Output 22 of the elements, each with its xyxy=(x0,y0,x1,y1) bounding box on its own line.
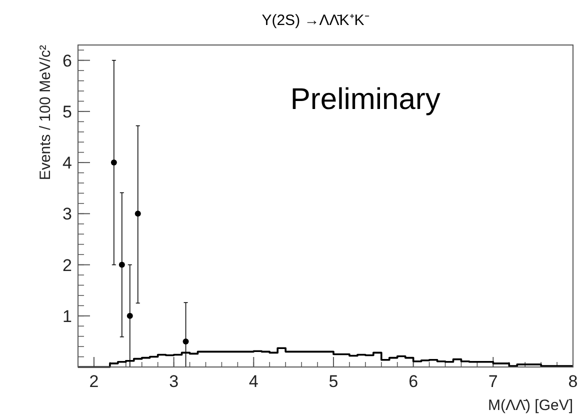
x-tick-label: 8 xyxy=(568,372,578,391)
x-tick-label: 2 xyxy=(89,372,99,391)
y-tick-label: 4 xyxy=(62,154,72,173)
x-axis-title: M(ΛΛ̄) [GeV] xyxy=(488,397,573,414)
point xyxy=(126,312,133,319)
point xyxy=(182,338,189,344)
annotation: Preliminary xyxy=(290,82,440,116)
point xyxy=(110,160,117,166)
x-tick-label: 7 xyxy=(488,372,498,391)
x-tick-label: 5 xyxy=(328,372,338,391)
x-tick-label: 6 xyxy=(408,372,418,391)
y-tick-label: 3 xyxy=(62,204,72,224)
y-tick-label: 6 xyxy=(62,51,72,70)
y-axis-title: Events / 100 MeV/c² xyxy=(37,45,54,180)
y-tick-label: 2 xyxy=(62,256,72,275)
y-tick-label: 5 xyxy=(62,102,72,122)
x-tick-label: 4 xyxy=(248,372,258,391)
x-tick-label: 3 xyxy=(169,372,179,391)
chart-title: Υ(2S) →ΛΛ̄K⁺K⁻ xyxy=(262,12,370,29)
y-tick-label: 1 xyxy=(62,306,72,326)
point xyxy=(118,262,125,268)
point xyxy=(134,210,141,217)
